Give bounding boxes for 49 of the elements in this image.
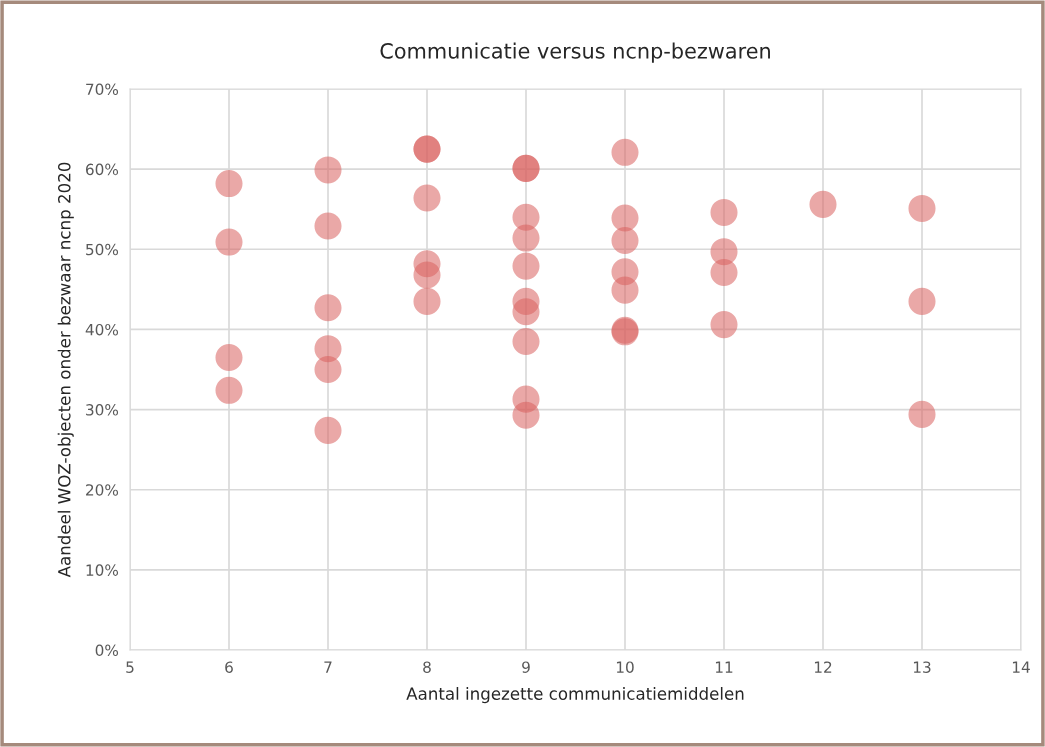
x-tick-label: 10 — [616, 661, 634, 673]
point — [611, 204, 639, 232]
point — [215, 228, 243, 256]
point — [512, 327, 540, 355]
x-tick-label: 9 — [522, 661, 530, 673]
point — [512, 224, 540, 252]
point — [314, 156, 342, 184]
y-tick-label: 30% — [86, 404, 119, 416]
point — [215, 170, 243, 198]
point — [314, 355, 342, 384]
x-tick-label: 12 — [814, 661, 832, 673]
point — [512, 252, 540, 280]
point — [710, 311, 738, 339]
point — [314, 294, 342, 322]
point — [413, 184, 441, 212]
y-tick-label: 50% — [86, 243, 119, 256]
point — [611, 276, 639, 304]
point — [908, 400, 936, 428]
point — [314, 416, 342, 444]
x-tick-label: 8 — [423, 661, 431, 673]
point — [314, 212, 342, 240]
point — [215, 376, 243, 404]
y-tick-label: 0% — [95, 644, 119, 657]
x-tick-label: 6 — [225, 661, 233, 673]
y-tick-label: 70% — [86, 83, 119, 96]
point — [908, 287, 936, 315]
x-axis-title: Aantal ingezette communicatiemiddelen — [406, 687, 744, 704]
point — [908, 194, 936, 222]
point — [710, 198, 738, 226]
point — [215, 343, 243, 372]
point — [611, 138, 639, 166]
x-tick-label: 13 — [913, 661, 931, 673]
point — [611, 226, 639, 255]
x-tick-label: 7 — [324, 661, 332, 673]
y-tick-label: 20% — [86, 484, 119, 496]
point — [413, 261, 441, 289]
chart-title: Communicatie versus ncnp-bezwaren — [380, 42, 770, 63]
y-tick-label: 10% — [86, 564, 119, 576]
point — [809, 190, 837, 218]
point — [512, 401, 540, 429]
point — [512, 298, 540, 326]
point — [413, 287, 441, 315]
y-tick-label: 40% — [85, 323, 119, 336]
y-axis-title: Aandeel WOZ-objecten onder bezwaar ncnp 2020 — [57, 162, 74, 578]
x-tick-label: 14 — [1012, 661, 1030, 673]
y-tick-label: 60% — [86, 163, 119, 176]
point — [710, 258, 738, 287]
x-tick-label: 11 — [715, 661, 733, 673]
x-tick-label: 5 — [126, 661, 134, 673]
